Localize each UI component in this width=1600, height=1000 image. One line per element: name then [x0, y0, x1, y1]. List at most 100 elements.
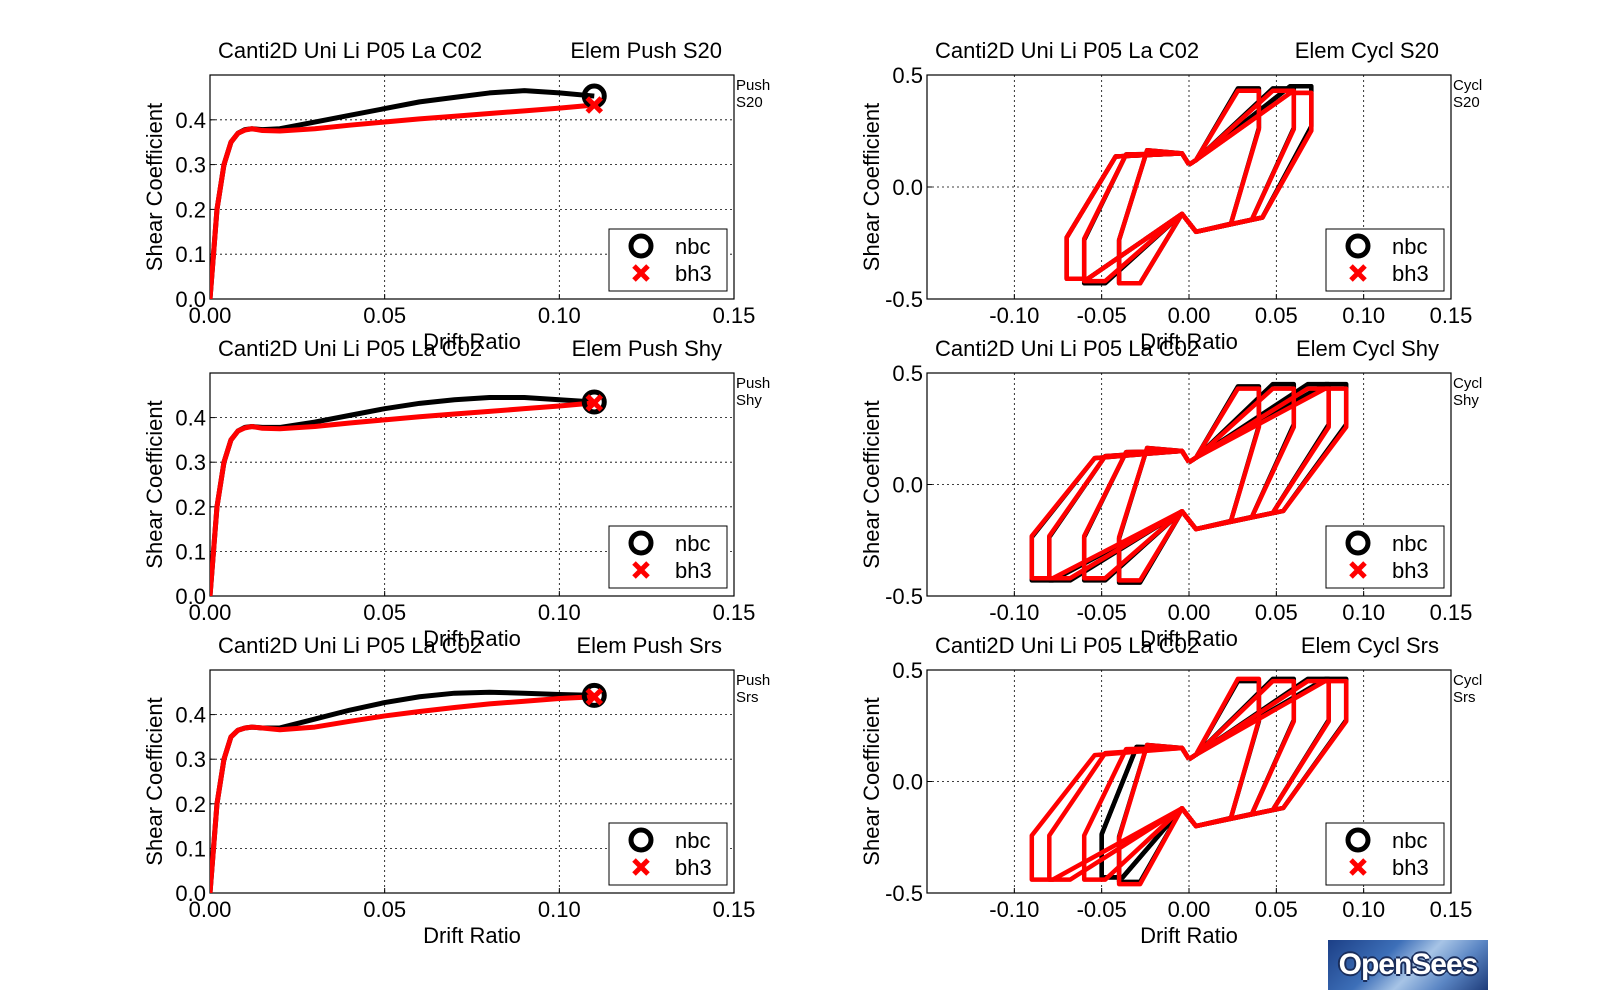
- legend-marker-nbc: [628, 233, 654, 259]
- y-tick-label: -0.5: [885, 584, 923, 609]
- legend-box: [608, 525, 728, 589]
- end-marker-bh3: [585, 687, 604, 706]
- y-tick-label: 0.2: [175, 197, 206, 222]
- chart-title-right: Elem Cycl Shy: [1296, 336, 1439, 361]
- y-tick-label: 0.0: [892, 175, 923, 200]
- chart-title-left: Canti2D Uni Li P05 La C02: [935, 633, 1199, 658]
- side-label-line-2: Shy: [1453, 392, 1479, 409]
- legend-label-bh3: bh3: [1392, 855, 1429, 880]
- side-label-line-2: Srs: [736, 689, 759, 706]
- chart-title-left: Canti2D Uni Li P05 La C02: [218, 336, 482, 361]
- legend-marker-nbc: [1345, 233, 1371, 259]
- x-tick-label: -0.05: [1077, 600, 1127, 625]
- y-tick-label: 0.1: [175, 836, 206, 861]
- y-tick-label: 0.1: [175, 242, 206, 267]
- legend-marker-bh3: [1349, 264, 1367, 282]
- y-tick-label: 0.0: [175, 584, 206, 609]
- series-line-bh3: [210, 102, 595, 299]
- chart-title-right: Elem Cycl Srs: [1301, 633, 1439, 658]
- x-tick-label: 0.05: [1255, 600, 1298, 625]
- y-tick-label: 0.3: [175, 450, 206, 475]
- y-tick-label: 0.1: [175, 539, 206, 564]
- legend-marker-nbc: [1345, 530, 1371, 556]
- y-tick-label: 0.5: [892, 361, 923, 386]
- y-tick-label: 0.4: [175, 703, 206, 728]
- side-label-line-1: Cycl: [1453, 77, 1482, 94]
- chart-panel-2: -0.10 -0.05 0.00 0.05 0.10 0.15 -0.5 0.0 0.5 Cant…: [859, 38, 1482, 354]
- side-label-line-1: Push: [736, 672, 770, 689]
- y-axis-label: Shear Coefficient: [859, 103, 884, 271]
- x-tick-label: 0.05: [1255, 303, 1298, 328]
- side-label-line-2: S20: [736, 94, 763, 111]
- x-tick-label: -0.10: [989, 303, 1039, 328]
- x-tick-label: 0.00: [1168, 897, 1211, 922]
- series-line-bh3: [210, 400, 595, 596]
- legend-marker-bh3: [1349, 561, 1367, 579]
- y-tick-label: -0.5: [885, 881, 923, 906]
- chart-title-right: Elem Push Shy: [572, 336, 722, 361]
- side-label-line-1: Push: [736, 77, 770, 94]
- y-tick-label: 0.5: [892, 63, 923, 88]
- end-marker-bh3: [585, 96, 604, 114]
- chart-title-right: Elem Push S20: [570, 38, 722, 63]
- legend-box: [608, 822, 728, 886]
- legend-label-nbc: nbc: [1392, 531, 1427, 556]
- x-axis-label: Drift Ratio: [1140, 626, 1238, 651]
- y-tick-label: 0.4: [175, 406, 206, 431]
- legend-label-nbc: nbc: [1392, 828, 1427, 853]
- x-tick-label: -0.10: [989, 897, 1039, 922]
- legend-box: [1325, 822, 1445, 886]
- series-line-bh3: [210, 694, 595, 893]
- x-axis-label: Drift Ratio: [423, 329, 521, 354]
- x-tick-label: 0.00: [189, 303, 232, 328]
- series-layer: [1029, 676, 1349, 887]
- x-axis-label: Drift Ratio: [423, 923, 521, 948]
- legend-label-bh3: bh3: [675, 558, 712, 583]
- series-layer: [210, 395, 595, 596]
- x-tick-label: 0.15: [713, 897, 756, 922]
- series-layer: [210, 689, 595, 893]
- chart-title-left: Canti2D Uni Li P05 La C02: [218, 633, 482, 658]
- legend-marker-bh3: [632, 858, 650, 876]
- chart-title-left: Canti2D Uni Li P05 La C02: [218, 38, 482, 63]
- x-tick-label: -0.05: [1077, 303, 1127, 328]
- x-tick-label: 0.00: [1168, 303, 1211, 328]
- y-tick-label: 0.4: [175, 108, 206, 133]
- y-tick-label: 0.2: [175, 495, 206, 520]
- legend-marker-bh3: [632, 264, 650, 282]
- hysteresis-loop-bh3: [1064, 90, 1314, 282]
- x-tick-label: 0.10: [538, 897, 581, 922]
- x-tick-label: -0.10: [989, 600, 1039, 625]
- x-tick-label: 0.15: [713, 600, 756, 625]
- legend-label-bh3: bh3: [1392, 261, 1429, 286]
- legend-marker-nbc: [628, 530, 654, 556]
- legend-label-bh3: bh3: [1392, 558, 1429, 583]
- legend-marker-nbc: [628, 827, 654, 853]
- y-axis-label: Shear Coefficient: [859, 697, 884, 865]
- x-tick-label: 0.15: [1430, 600, 1473, 625]
- side-label-line-2: Srs: [1453, 689, 1476, 706]
- legend-marker-bh3: [1349, 858, 1367, 876]
- side-label-line-2: Shy: [736, 392, 762, 409]
- x-tick-label: 0.00: [189, 897, 232, 922]
- chart-panel-4: -0.10 -0.05 0.00 0.05 0.10 0.15 -0.5 0.0 0.5 Cant…: [859, 336, 1482, 651]
- side-label-line-2: S20: [1453, 94, 1480, 111]
- x-tick-label: 0.10: [1342, 897, 1385, 922]
- series-layer: [1064, 83, 1314, 286]
- x-tick-label: 0.00: [189, 600, 232, 625]
- hysteresis-loop-bh3: [1029, 678, 1349, 882]
- y-tick-label: 0.3: [175, 153, 206, 178]
- chart-title-right: Elem Push Srs: [577, 633, 723, 658]
- legend-label-nbc: nbc: [675, 531, 710, 556]
- end-marker-bh3: [585, 394, 604, 412]
- x-tick-label: 0.15: [1430, 303, 1473, 328]
- x-tick-label: 0.10: [1342, 303, 1385, 328]
- legend-box: [1325, 525, 1445, 589]
- x-tick-label: 0.05: [1255, 897, 1298, 922]
- y-tick-label: 0.0: [892, 473, 923, 498]
